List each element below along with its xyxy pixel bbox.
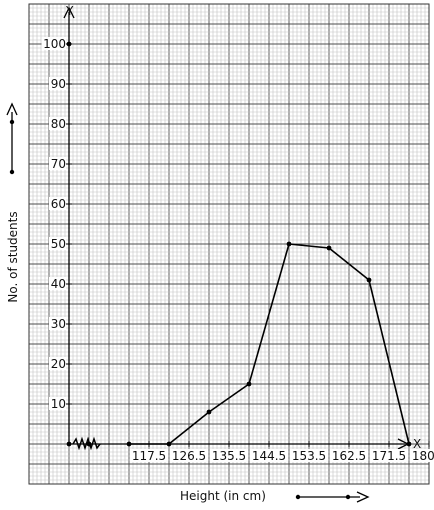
x-tick-labels: 117.5 126.5 135.5 144.5 153.5 162.5 171.5 180.5 bbox=[129, 441, 434, 463]
y-tick-label-bg bbox=[49, 397, 66, 410]
axes bbox=[63, 6, 410, 451]
x-tick-label: 180.5 bbox=[412, 449, 434, 463]
origin-point bbox=[66, 441, 72, 447]
data-point bbox=[406, 441, 412, 447]
y-tick-label: 30 bbox=[51, 317, 66, 331]
data-point bbox=[166, 441, 172, 447]
x-axis-title: Height (in cm) bbox=[180, 489, 266, 503]
x-tick-label-bg bbox=[129, 449, 169, 462]
y-tick-label-bg bbox=[41, 37, 66, 50]
y-tick-label: 70 bbox=[51, 157, 66, 171]
y-axis-direction-arrow bbox=[6, 102, 18, 175]
y-tick-label-bg bbox=[49, 317, 66, 330]
y-tick-label: 80 bbox=[51, 117, 66, 131]
x-tick-label-bg bbox=[369, 449, 409, 462]
x-tick-label: 153.5 bbox=[292, 449, 326, 463]
y-tick-label: 90 bbox=[51, 77, 66, 91]
y-axis-title: No. of students bbox=[6, 211, 20, 302]
data-point bbox=[326, 245, 332, 251]
y-tick-label: 10 bbox=[51, 397, 66, 411]
data-point bbox=[206, 409, 212, 415]
y-tick-label: 50 bbox=[51, 237, 66, 251]
data-point bbox=[126, 441, 132, 447]
x-tick-label: 117.5 bbox=[132, 449, 166, 463]
data-point bbox=[286, 241, 292, 247]
x-axis-direction-arrow bbox=[295, 491, 370, 503]
x-tick-label: 162.5 bbox=[332, 449, 366, 463]
y-tick-label: 100 bbox=[43, 37, 66, 51]
series-group bbox=[126, 241, 412, 447]
x-tick-label-bg bbox=[329, 449, 369, 462]
x-tick-label-bg bbox=[169, 449, 209, 462]
y-tick-label-bg bbox=[49, 357, 66, 370]
x-tick-label: 171.5 bbox=[372, 449, 406, 463]
axis-break-zigzag bbox=[72, 436, 101, 451]
y-axis-max-point bbox=[66, 41, 72, 47]
y-tick-label-bg bbox=[49, 117, 66, 130]
data-point bbox=[246, 381, 252, 387]
x-tick-label-bg bbox=[289, 449, 329, 462]
y-tick-label-bg bbox=[49, 277, 66, 290]
y-tick-label-bg bbox=[49, 197, 66, 210]
y-axis-letter: Y bbox=[65, 4, 74, 18]
y-tick-label: 60 bbox=[51, 197, 66, 211]
data-point bbox=[366, 277, 372, 283]
y-tick-label: 20 bbox=[51, 357, 66, 371]
y-tick-label-bg bbox=[49, 237, 66, 250]
axis-points bbox=[66, 41, 92, 447]
y-axis-arrowhead bbox=[63, 6, 75, 19]
x-tick-label: 126.5 bbox=[172, 449, 206, 463]
graph-paper-grid bbox=[28, 3, 430, 485]
x-tick-label-bg bbox=[249, 449, 289, 462]
axis-point bbox=[86, 441, 92, 447]
x-tick-label-bg bbox=[409, 449, 434, 462]
x-tick-label: 144.5 bbox=[252, 449, 286, 463]
y-tick-label-bg bbox=[49, 157, 66, 170]
x-tick-label-bg bbox=[209, 449, 249, 462]
x-axis-letter: X bbox=[413, 437, 421, 451]
y-tick-label-bg bbox=[49, 77, 66, 90]
y-tick-labels: 10 20 30 40 50 60 70 80 90 100 bbox=[41, 37, 72, 411]
series-line bbox=[129, 243, 410, 445]
x-tick-label: 135.5 bbox=[212, 449, 246, 463]
y-tick-label: 40 bbox=[51, 277, 66, 291]
